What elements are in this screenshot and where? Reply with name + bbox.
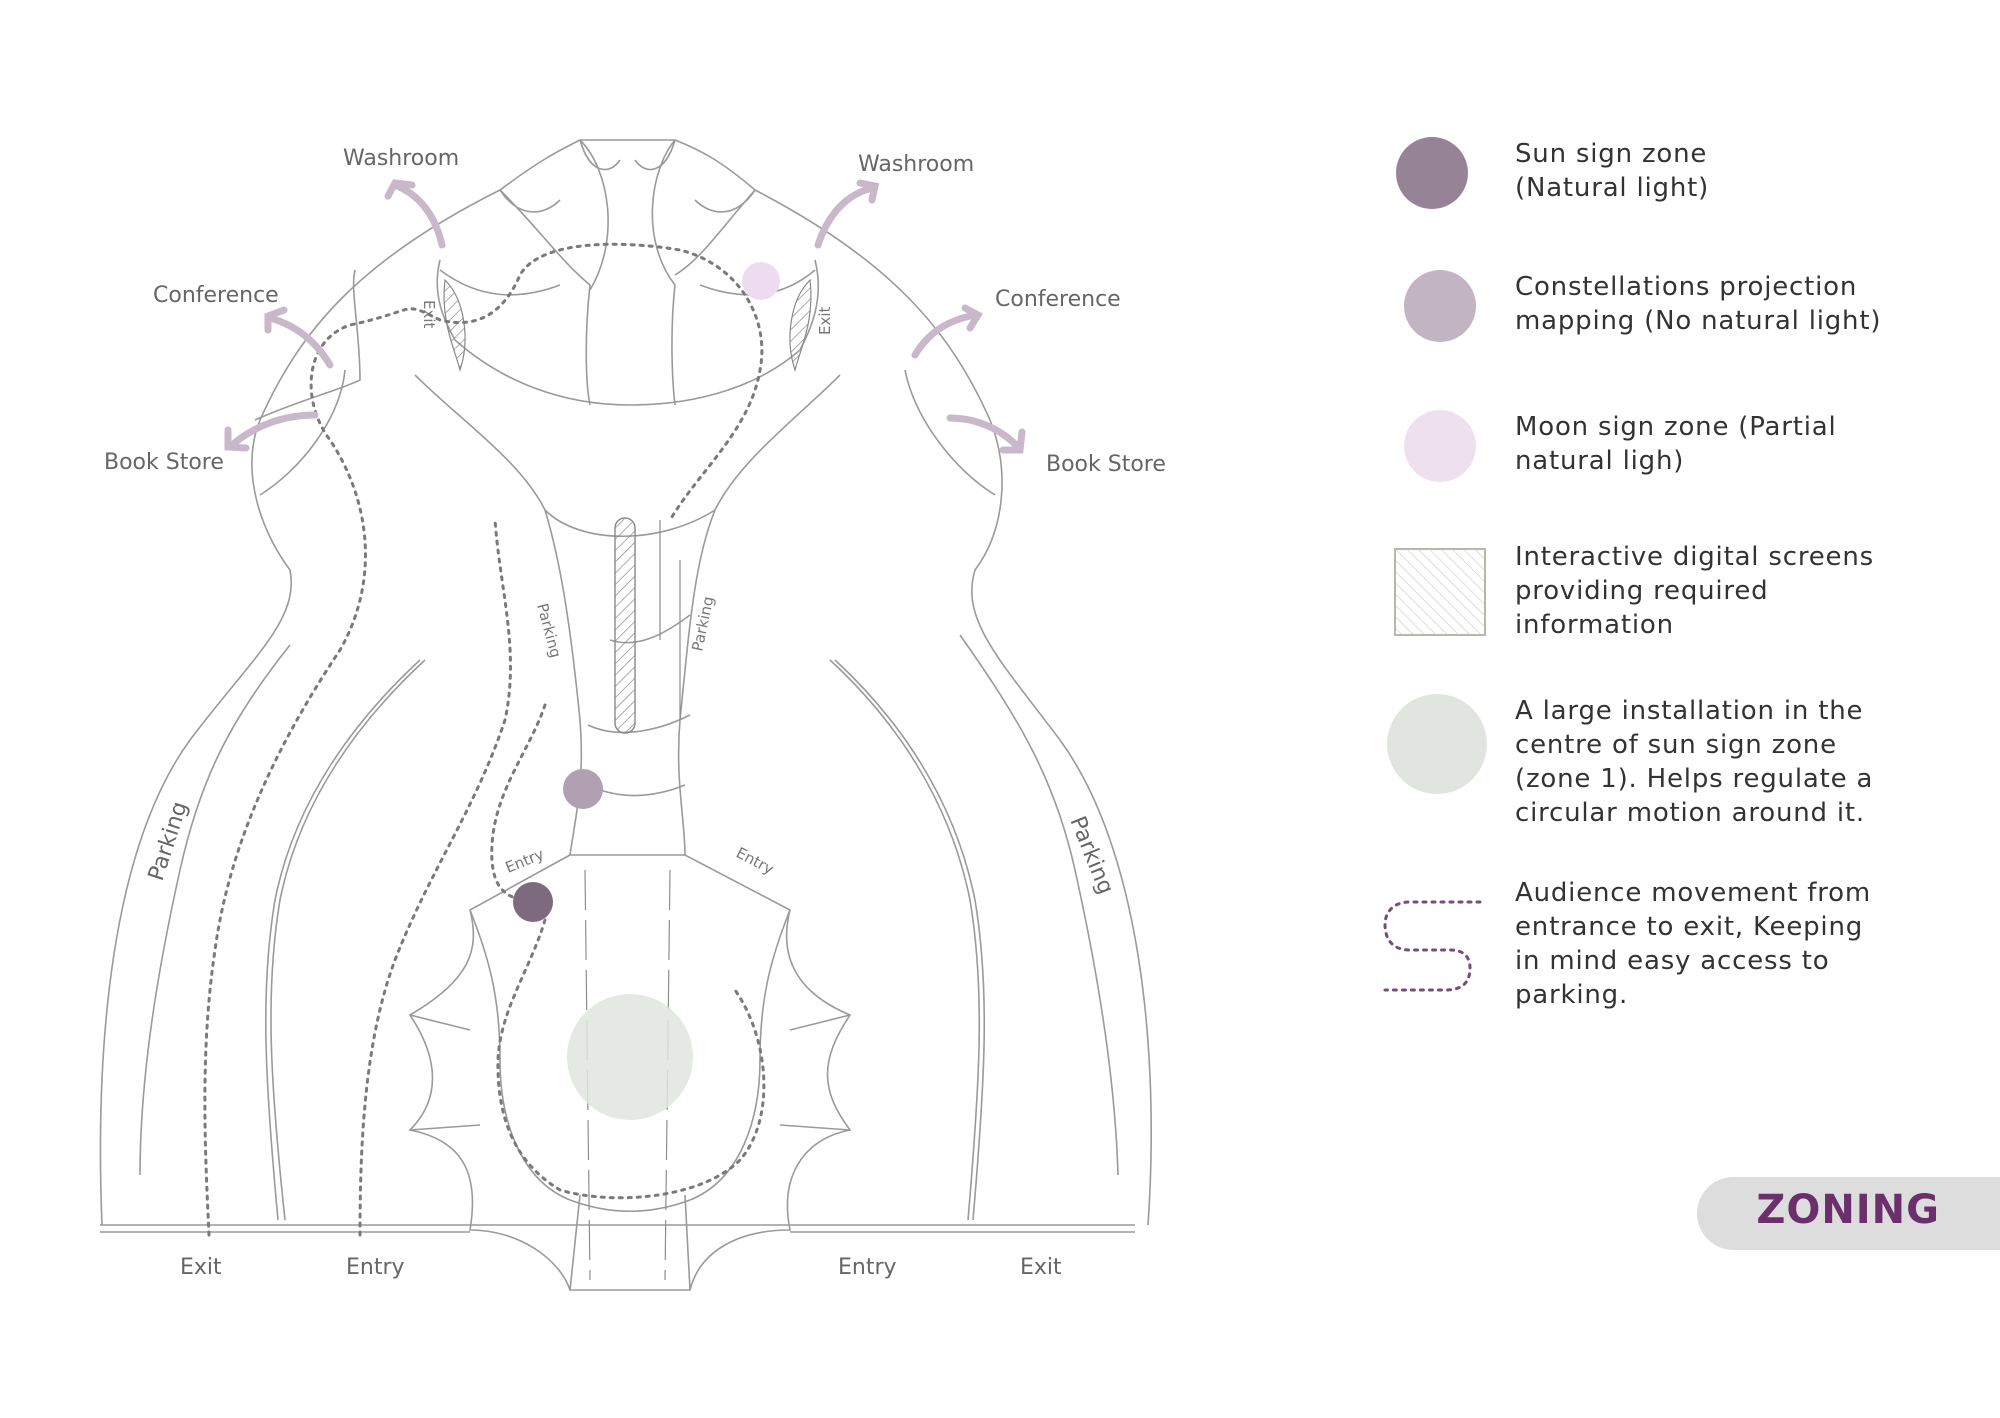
- label-entry-small-right: Entry: [733, 844, 777, 879]
- label-washroom-right: Washroom: [858, 152, 974, 177]
- legend-text-movement: Audience movement from entrance to exit,…: [1515, 878, 1872, 1010]
- constellation-marker: [563, 769, 603, 809]
- label-exit-upper-left: Exit: [420, 300, 438, 329]
- audience-movement-path: [203, 242, 766, 1237]
- legend-text-moon-sign: Moon sign zone (Partial natural ligh): [1515, 412, 1837, 476]
- sun-sign-dot-icon: [1396, 137, 1468, 209]
- label-parking-inner-left: Parking: [533, 601, 565, 659]
- label-entry-bottom-left: Entry: [346, 1255, 405, 1280]
- legend-text-constellation: Constellations projection mapping (No na…: [1515, 272, 1882, 336]
- legend-text-screens: Interactive digital screens providing re…: [1515, 542, 1874, 640]
- legend-moon-sign: Moon sign zone (Partial natural ligh): [1380, 410, 1980, 490]
- legend-screens: Interactive digital screens providing re…: [1380, 540, 1980, 650]
- building-outline: [99, 139, 1153, 1291]
- moon-sign-dot-icon: [1404, 410, 1476, 482]
- legend-text-sun-sign: Sun sign zone (Natural light): [1515, 139, 1710, 203]
- label-washroom-left: Washroom: [343, 146, 459, 171]
- direction-arrows: [224, 179, 1026, 454]
- sun-sign-pavilion: [408, 854, 852, 1291]
- legend-constellation: Constellations projection mapping (No na…: [1380, 270, 1980, 350]
- label-parking-outer-right: Parking: [1064, 813, 1118, 898]
- interactive-screens: [443, 278, 812, 734]
- installation-marker: [567, 994, 693, 1120]
- legend-movement: Audience movement from entrance to exit,…: [1380, 876, 1980, 1016]
- legend-text-installation: A large installation in the centre of su…: [1515, 696, 1874, 828]
- legend-sun-sign: Sun sign zone (Natural light): [1380, 137, 1980, 217]
- hatched-screen-icon: [1394, 548, 1486, 636]
- label-exit-bottom-right: Exit: [1020, 1255, 1062, 1280]
- label-bookstore-right: Book Store: [1046, 452, 1166, 477]
- label-conference-right: Conference: [995, 287, 1121, 312]
- legend-installation: A large installation in the centre of su…: [1380, 694, 1980, 834]
- label-bookstore-left: Book Store: [104, 450, 224, 475]
- installation-dot-icon: [1387, 694, 1487, 794]
- zoning-title: ZONING: [1756, 1187, 1940, 1233]
- zoning-badge: ZONING: [1697, 1177, 2000, 1250]
- label-exit-bottom-left: Exit: [180, 1255, 222, 1280]
- label-conference-left: Conference: [153, 283, 279, 308]
- label-exit-upper-right: Exit: [816, 306, 834, 335]
- sun-sign-marker: [513, 882, 553, 922]
- moon-sign-marker: [742, 262, 780, 300]
- constellation-dot-icon: [1404, 270, 1476, 342]
- label-entry-bottom-right: Entry: [838, 1255, 897, 1280]
- movement-path-icon: [1383, 900, 1482, 992]
